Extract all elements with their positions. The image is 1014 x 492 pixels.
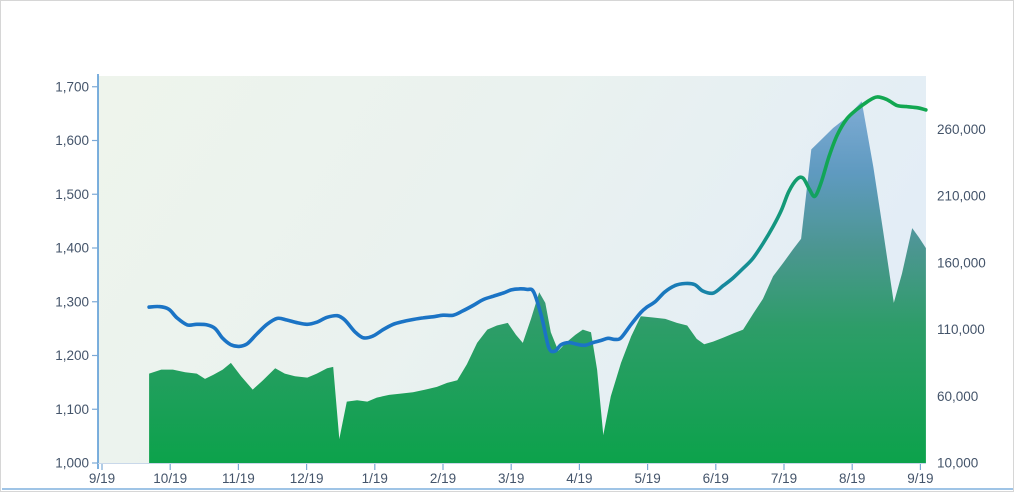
x-axis-label: 5/19 (634, 471, 660, 486)
price-line-series (147, 95, 928, 354)
x-axis-label: 4/19 (566, 471, 592, 486)
y-axis-label-right: 110,000 (937, 322, 985, 337)
x-axis-label: 1/19 (362, 471, 388, 486)
bottom-divider-rule (2, 488, 1013, 490)
x-axis-label: 9/19 (907, 471, 933, 486)
y-axis-label-right: 260,000 (937, 122, 986, 137)
x-axis-label: 2/19 (430, 471, 456, 486)
x-axis-label: 7/19 (771, 471, 797, 486)
y-axis-label-left: 1,700 (55, 79, 89, 94)
y-axis-label-left: 1,100 (55, 402, 89, 417)
x-axis-label: 9/19 (89, 471, 115, 486)
y-axis-label-left: 1,000 (55, 456, 89, 471)
y-axis-label-right: 60,000 (937, 389, 978, 404)
volume-area-series (149, 101, 926, 464)
y-axis-label-right: 210,000 (937, 189, 986, 204)
y-axis-label-left: 1,200 (55, 348, 89, 363)
x-axis-label: 3/19 (498, 471, 524, 486)
x-axis-label: 11/19 (222, 471, 255, 486)
x-axis-label: 12/19 (290, 471, 324, 486)
x-axis-label: 6/19 (703, 471, 729, 486)
y-axis-label-right: 160,000 (937, 255, 986, 270)
y-axis-label-right: 10,000 (937, 456, 978, 471)
x-axis-label: 8/19 (839, 471, 865, 486)
y-axis-label-left: 1,600 (55, 133, 89, 148)
y-axis-label-left: 1,400 (55, 241, 89, 256)
y-axis-label-left: 1,300 (55, 294, 89, 309)
y-axis-label-left: 1,500 (55, 187, 89, 202)
x-axis-label: 10/19 (153, 471, 187, 486)
